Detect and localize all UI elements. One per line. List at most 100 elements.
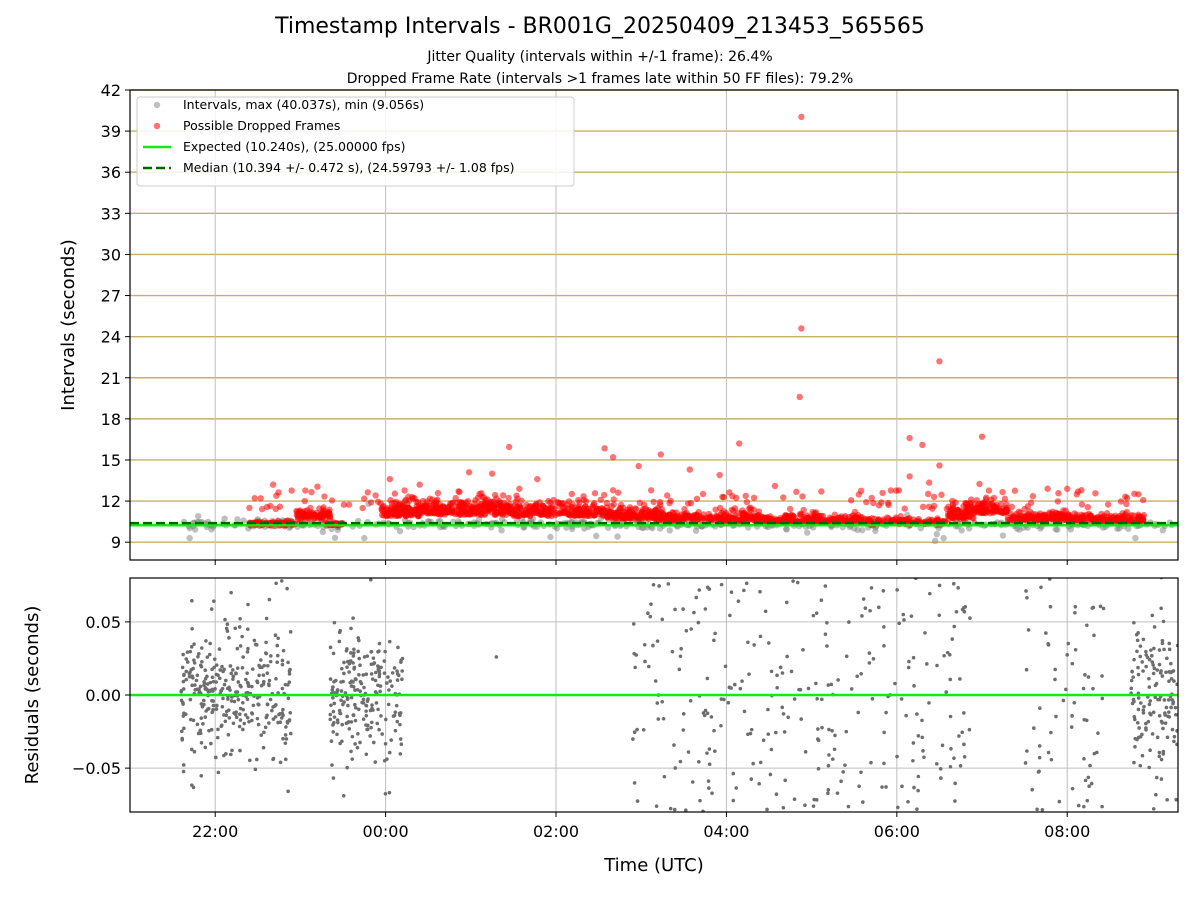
dropped-frame-point bbox=[716, 471, 723, 479]
residual-point bbox=[712, 638, 716, 643]
residual-point bbox=[275, 653, 280, 658]
residual-point bbox=[245, 715, 250, 720]
residual-point bbox=[673, 607, 677, 612]
dropped-frame-point bbox=[497, 499, 504, 506]
residual-point bbox=[916, 734, 921, 738]
dropped-frame-point bbox=[517, 503, 524, 510]
residual-point bbox=[895, 588, 899, 592]
residual-point bbox=[275, 643, 280, 648]
residual-point bbox=[245, 690, 250, 695]
residual-point bbox=[229, 699, 234, 703]
residual-point bbox=[768, 772, 773, 777]
dropped-frame-point bbox=[897, 513, 904, 520]
residual-point bbox=[245, 650, 250, 654]
residual-point bbox=[219, 689, 223, 693]
dropped-frame-point bbox=[1054, 498, 1062, 505]
residual-point bbox=[345, 659, 350, 664]
residual-point bbox=[938, 767, 943, 771]
dropped-frame-point bbox=[736, 440, 743, 447]
residual-point bbox=[329, 739, 334, 743]
residual-point bbox=[222, 713, 226, 717]
dropped-frame-point bbox=[1021, 505, 1028, 513]
dropped-frame-point bbox=[1106, 516, 1113, 524]
residual-point bbox=[1141, 669, 1145, 673]
dropped-frame-point bbox=[455, 503, 463, 510]
residual-point bbox=[240, 666, 245, 670]
residual-point bbox=[330, 688, 335, 692]
residual-point bbox=[267, 597, 272, 602]
residual-point bbox=[697, 759, 701, 764]
residual-point bbox=[274, 676, 278, 681]
dropped-frame-point bbox=[679, 514, 686, 522]
dropped-frame-point bbox=[719, 493, 726, 501]
residual-point bbox=[655, 701, 660, 705]
residual-point bbox=[896, 805, 900, 810]
dropped-frame-point bbox=[929, 505, 936, 512]
residual-point bbox=[643, 659, 647, 664]
interval-point bbox=[186, 524, 193, 532]
dropped-frame-point bbox=[992, 507, 999, 514]
dropped-frame-point bbox=[582, 503, 589, 510]
residual-point bbox=[893, 681, 897, 686]
interval-point bbox=[666, 527, 673, 534]
residual-point bbox=[1161, 752, 1166, 756]
residual-point bbox=[1144, 728, 1148, 732]
residual-point bbox=[882, 761, 886, 766]
legend-entry-expected: Expected (10.240s), (25.00000 fps) bbox=[183, 139, 405, 154]
residual-point bbox=[250, 718, 254, 723]
residual-point bbox=[185, 650, 190, 654]
residual-point bbox=[1165, 735, 1170, 740]
residual-point bbox=[364, 709, 368, 713]
residual-point bbox=[331, 730, 335, 734]
residual-point bbox=[962, 754, 967, 759]
residual-point bbox=[948, 764, 953, 769]
dropped-frame-point bbox=[663, 516, 671, 523]
residual-point bbox=[1136, 631, 1140, 635]
dropped-frame-point bbox=[985, 487, 993, 494]
interval-point bbox=[361, 534, 368, 542]
residual-point bbox=[205, 674, 209, 679]
residual-point bbox=[1150, 660, 1155, 664]
residual-point bbox=[215, 735, 220, 740]
residual-point bbox=[1148, 699, 1153, 703]
residual-point bbox=[835, 791, 840, 795]
residual-point bbox=[1129, 678, 1134, 683]
dropped-frame-point bbox=[435, 508, 442, 515]
dropped-frame-point bbox=[1123, 494, 1131, 502]
residual-point bbox=[223, 617, 227, 622]
dropped-frame-point bbox=[796, 393, 803, 401]
legend-entry-intervals: Intervals, max (40.037s), min (9.056s) bbox=[183, 97, 424, 112]
residual-point bbox=[912, 785, 916, 790]
residual-point bbox=[1167, 679, 1171, 684]
residual-point bbox=[217, 676, 222, 681]
residual-point bbox=[697, 588, 702, 592]
x-tick-label: 00:00 bbox=[363, 822, 409, 841]
residual-point bbox=[1136, 696, 1141, 700]
dropped-frame-point bbox=[581, 512, 588, 519]
residual-point bbox=[635, 727, 639, 732]
residual-point bbox=[393, 728, 398, 733]
intervals-panel: 9 12 15 18 21 24 27 30 33 36 39 42 bbox=[101, 81, 1179, 565]
residual-point bbox=[766, 707, 770, 712]
residual-point bbox=[265, 702, 270, 706]
residual-point bbox=[815, 696, 819, 701]
residual-point bbox=[399, 742, 404, 747]
residual-point bbox=[182, 711, 186, 715]
residual-point bbox=[688, 699, 693, 703]
residual-point bbox=[841, 770, 845, 774]
residual-point bbox=[1057, 799, 1062, 804]
residual-point bbox=[816, 727, 820, 731]
residual-point bbox=[234, 690, 238, 694]
residual-point bbox=[791, 579, 795, 583]
residual-point bbox=[742, 709, 747, 714]
dropped-frame-point bbox=[566, 510, 574, 517]
residual-point bbox=[204, 639, 208, 643]
residual-point bbox=[726, 700, 731, 705]
residual-point bbox=[254, 757, 259, 762]
dropped-frame-point bbox=[739, 507, 746, 514]
residual-point bbox=[209, 607, 214, 611]
residual-point bbox=[1046, 643, 1051, 647]
residual-point bbox=[212, 599, 216, 603]
dropped-frame-point bbox=[1055, 489, 1062, 497]
residual-point bbox=[213, 687, 217, 691]
